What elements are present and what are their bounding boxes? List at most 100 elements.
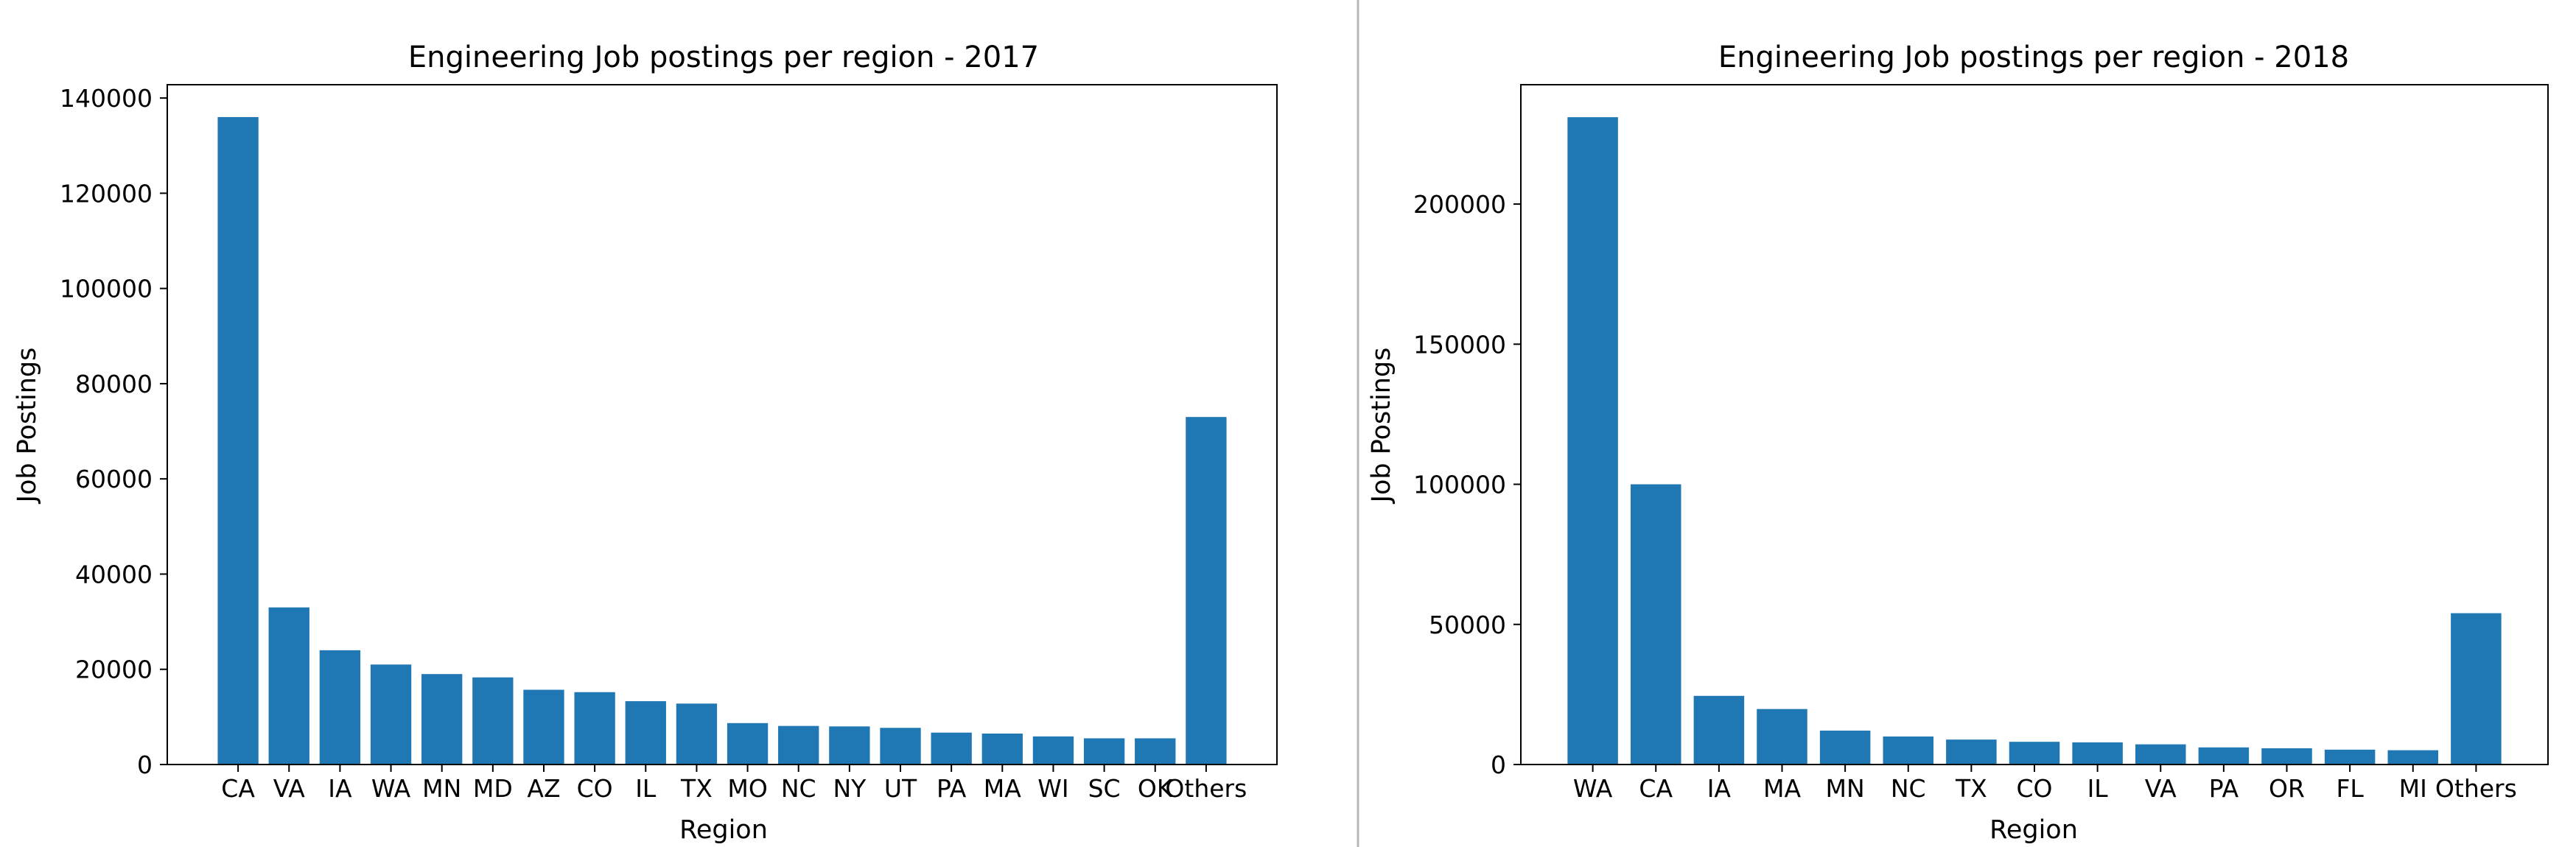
bar-wa	[370, 664, 412, 765]
x-tick-label: NY	[833, 774, 867, 803]
x-tick-label: MN	[1826, 774, 1865, 803]
plot-frame	[1520, 84, 2549, 765]
bar-va	[2135, 744, 2186, 765]
x-ticks: WA CA IA MA MN NC TX CO IL VA PA OR FL MI Others	[1573, 765, 2517, 803]
bar-ny	[829, 726, 870, 765]
bar-co	[574, 692, 615, 765]
x-tick-label: NC	[781, 774, 816, 803]
x-tick-label: MN	[422, 774, 461, 803]
x-tick-label: VA	[2145, 774, 2177, 803]
chart-2017: Engineering Job postings per region - 20…	[13, 41, 1278, 845]
bar-others	[2451, 613, 2502, 765]
x-tick-label: IL	[2087, 774, 2109, 803]
bar-or	[2261, 748, 2312, 765]
x-tick-label: CO	[577, 774, 613, 803]
bar-ok	[1135, 738, 1176, 765]
x-axis-label: Region	[679, 815, 768, 845]
bar-pa	[2198, 747, 2250, 765]
bar-mo	[727, 723, 769, 765]
x-tick-label: AZ	[527, 774, 560, 803]
bar-tx	[1946, 739, 1997, 765]
y-tick-label: 0	[1491, 751, 1506, 779]
y-tick-label: 60000	[75, 465, 153, 493]
x-tick-label: TX	[1955, 774, 1987, 803]
y-tick-label: 50000	[1429, 611, 1506, 639]
chart-title: Engineering Job postings per region - 20…	[408, 41, 1039, 74]
x-tick-label: CA	[1639, 774, 1673, 803]
bar-nc	[778, 725, 819, 765]
bar-il	[625, 701, 666, 765]
x-tick-label: PA	[2209, 774, 2239, 803]
bars	[1567, 117, 2502, 765]
x-tick-label: CA	[221, 774, 255, 803]
x-tick-label: Others	[2435, 774, 2517, 803]
bar-md	[472, 677, 514, 765]
chart-title: Engineering Job postings per region - 20…	[1718, 41, 2349, 74]
x-tick-label: Others	[1165, 774, 1247, 803]
x-tick-label: OR	[2269, 774, 2305, 803]
bar-ia	[1693, 695, 1745, 765]
x-axis-label: Region	[1989, 815, 2078, 845]
x-tick-label: SC	[1088, 774, 1121, 803]
y-ticks: 0 20000 40000 60000 80000 100000 120000 140000	[60, 84, 167, 779]
bar-others	[1186, 417, 1227, 765]
x-tick-label: MO	[727, 774, 767, 803]
bar-tx	[676, 703, 718, 765]
x-tick-label: IA	[328, 774, 352, 803]
y-tick-label: 80000	[75, 370, 153, 398]
bar-il	[2072, 742, 2123, 765]
y-tick-label: 20000	[75, 656, 153, 684]
bar-nc	[1883, 736, 1933, 765]
x-tick-label: WI	[1037, 774, 1068, 803]
x-tick-label: OK	[1138, 774, 1174, 803]
y-axis-label: Job Postings	[13, 348, 42, 505]
bar-ma	[1757, 709, 1807, 765]
y-axis-label: Job Postings	[1367, 348, 1396, 505]
bar-mi	[2387, 750, 2439, 765]
x-tick-label: UT	[884, 774, 917, 803]
y-tick-label: 140000	[60, 84, 153, 113]
y-tick-label: 120000	[60, 179, 153, 208]
bar-ca	[1630, 484, 1681, 765]
x-tick-label: MA	[984, 774, 1021, 803]
x-tick-label: PA	[937, 774, 967, 803]
x-tick-label: MD	[473, 774, 513, 803]
bar-ia	[319, 650, 361, 765]
x-tick-label: FL	[2336, 774, 2364, 803]
bar-pa	[931, 732, 972, 765]
x-tick-label: IL	[635, 774, 657, 803]
bar-ca	[217, 116, 259, 765]
bar-ut	[880, 728, 921, 765]
y-ticks: 0 50000 100000 150000 200000	[1413, 190, 1521, 779]
x-tick-label: VA	[273, 774, 305, 803]
x-tick-label: MA	[1763, 774, 1801, 803]
bar-va	[268, 607, 309, 765]
x-tick-label: NC	[1891, 774, 1926, 803]
bars	[217, 116, 1227, 765]
x-tick-label: IA	[1707, 774, 1732, 803]
x-tick-label: TX	[680, 774, 713, 803]
bar-mn	[421, 674, 463, 765]
bar-sc	[1083, 738, 1125, 765]
y-tick-label: 100000	[60, 275, 153, 303]
x-ticks: CA VA IA WA MN MD AZ CO IL TX MO NC NY UT PA MA WI SC OKOt…	[221, 765, 1247, 803]
y-tick-label: 200000	[1413, 190, 1506, 219]
y-tick-label: 150000	[1413, 330, 1506, 359]
plot-frame	[167, 84, 1278, 765]
bar-wa	[1567, 117, 1618, 765]
y-tick-label: 40000	[75, 560, 153, 588]
x-tick-label: MI	[2399, 774, 2427, 803]
bar-co	[2009, 742, 2060, 765]
x-tick-label: CO	[2016, 774, 2052, 803]
bar-mn	[1819, 730, 1871, 765]
bar-fl	[2324, 749, 2376, 765]
x-tick-label: WA	[1573, 774, 1613, 803]
y-tick-label: 0	[137, 751, 153, 779]
bar-wi	[1032, 736, 1074, 765]
bar-az	[523, 689, 564, 765]
x-tick-label: WA	[371, 774, 411, 803]
y-tick-label: 100000	[1413, 471, 1506, 499]
bar-ma	[981, 733, 1023, 765]
chart-2018: Engineering Job postings per region - 20…	[1367, 41, 2549, 845]
